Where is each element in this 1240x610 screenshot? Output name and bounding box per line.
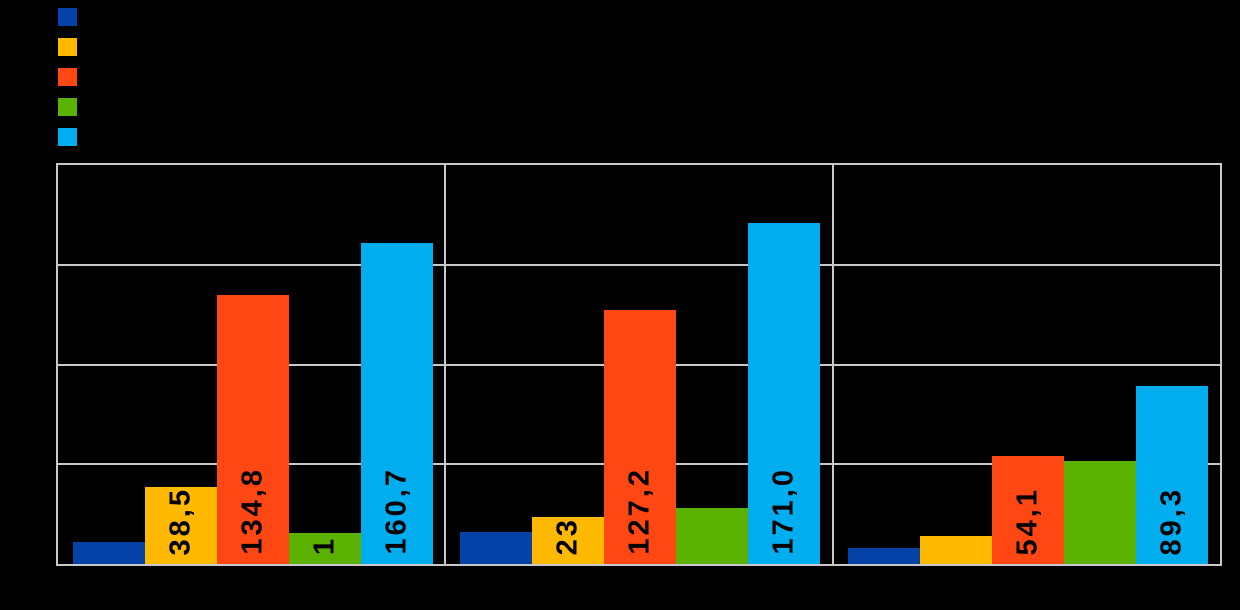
bar-group3-series1 bbox=[847, 548, 920, 564]
bar-group1-series2: 38,5 bbox=[145, 487, 217, 564]
bar-group1-series5: 160,7 bbox=[361, 243, 433, 564]
category-divider-1 bbox=[444, 165, 447, 564]
legend-swatch-5 bbox=[58, 128, 77, 146]
bar-data-label: 1 bbox=[308, 535, 341, 555]
bar-data-label: 23, bbox=[551, 505, 584, 555]
bar-data-label: 38,5 bbox=[164, 486, 197, 555]
bar-group2-series4 bbox=[676, 508, 749, 564]
bar-data-label: 160,7 bbox=[380, 467, 413, 555]
bar-group1-series3: 134,8 bbox=[217, 295, 289, 564]
legend-swatch-2 bbox=[58, 38, 77, 56]
legend-swatch-4 bbox=[58, 98, 77, 116]
bar-group2-series3: 127,2 bbox=[604, 310, 677, 564]
bar-data-label: 89,3 bbox=[1155, 486, 1188, 555]
bar-group3-series3: 54,1 bbox=[991, 456, 1064, 564]
legend bbox=[58, 8, 77, 158]
bar-group3-series5: 89,3 bbox=[1135, 385, 1208, 564]
bar-group2-series2: 23, bbox=[532, 506, 605, 564]
plot-area: 38,5 23, 134,8 127,2 54,1 1 160,7 171,0 89,3 bbox=[56, 163, 1222, 566]
bar-data-label: 54,1 bbox=[1011, 486, 1044, 555]
bar-group3-series2 bbox=[919, 536, 992, 564]
bar-group1-series1 bbox=[73, 542, 145, 564]
category-divider-2 bbox=[831, 165, 834, 564]
bar-group1-series4: 1 bbox=[289, 533, 361, 564]
legend-swatch-1 bbox=[58, 8, 77, 26]
bar-data-label: 171,0 bbox=[767, 467, 800, 555]
legend-swatch-3 bbox=[58, 68, 77, 86]
bar-data-label: 134,8 bbox=[236, 467, 269, 555]
bar-data-label: 127,2 bbox=[623, 467, 656, 555]
gridline-150 bbox=[58, 263, 1220, 266]
bar-group2-series1 bbox=[460, 532, 533, 564]
bar-group3-series4 bbox=[1063, 460, 1136, 564]
bar-group2-series5: 171,0 bbox=[748, 222, 821, 564]
